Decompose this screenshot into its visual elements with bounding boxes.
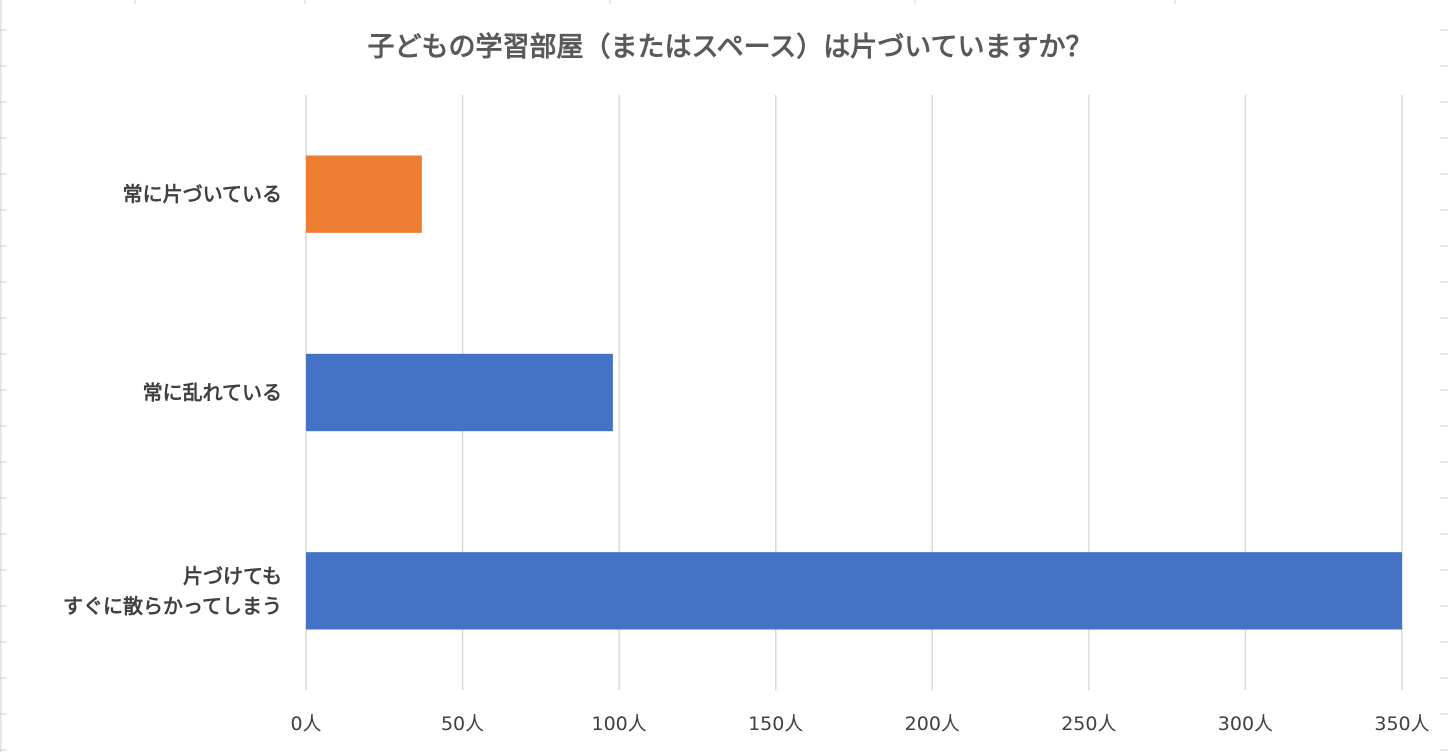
x-axis-tick-labels: 0人 50人 100人 150人 200人 250人 300人 350人 [290, 713, 1429, 735]
x-tick-label: 200人 [905, 713, 960, 735]
category-label: 常に乱れている [143, 381, 282, 405]
chart-title: 子どもの学習部屋（またはスペース）は片づいていますか？ [368, 31, 1093, 63]
x-tick-label: 100人 [592, 713, 647, 735]
category-label: 常に片づいている [123, 182, 282, 206]
x-tick-label: 150人 [748, 713, 803, 735]
category-label: すぐに散らかってしまう [63, 594, 282, 618]
bars [306, 155, 1402, 630]
x-tick-label: 50人 [441, 713, 484, 735]
x-tick-label: 350人 [1374, 713, 1429, 735]
bar [306, 552, 1402, 630]
bar [306, 353, 613, 432]
x-tick-label: 0人 [290, 713, 321, 735]
x-tick-label: 250人 [1061, 713, 1116, 735]
bar [306, 155, 422, 233]
x-tick-label: 300人 [1218, 713, 1273, 735]
category-label: 片づけても [183, 564, 282, 588]
